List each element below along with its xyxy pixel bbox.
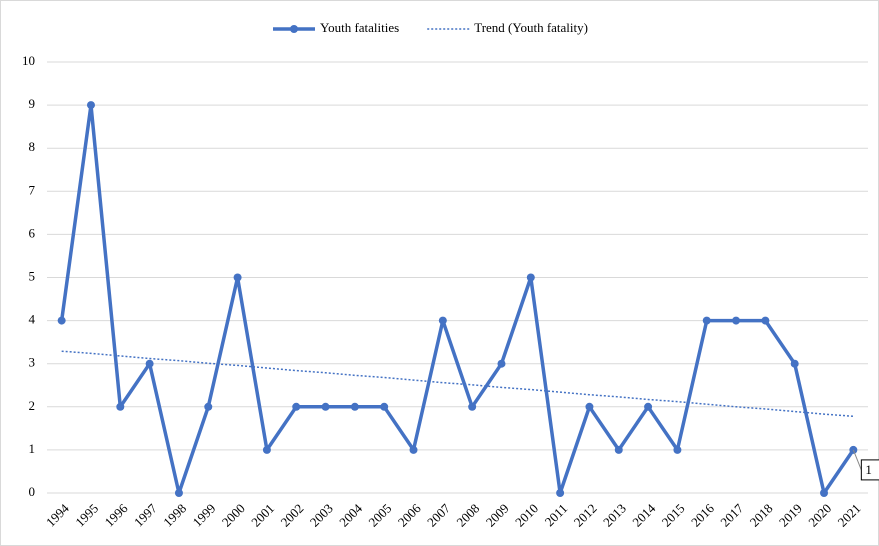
- point: [321, 402, 330, 411]
- point: [673, 445, 682, 454]
- series-line: [61, 350, 854, 418]
- point: [761, 316, 770, 325]
- series-line: [59, 103, 855, 495]
- legend-label: Youth fatalities: [320, 20, 399, 35]
- data-label-box: [860, 459, 879, 481]
- point: [174, 489, 183, 497]
- point: [732, 316, 741, 325]
- point: [409, 445, 418, 454]
- point: [262, 445, 271, 454]
- point: [702, 316, 711, 325]
- point: [790, 359, 799, 368]
- point: [556, 489, 565, 497]
- point: [585, 402, 594, 411]
- point: [57, 316, 66, 325]
- label-leader: [852, 449, 862, 471]
- y-tick-label: 4: [29, 312, 36, 327]
- legend-marker: [290, 25, 298, 33]
- legend-label: Trend (Youth fatality): [474, 20, 588, 35]
- point: [116, 402, 125, 411]
- point: [204, 402, 213, 411]
- point: [233, 273, 242, 282]
- point: [614, 445, 623, 454]
- y-tick-label: 6: [29, 225, 36, 240]
- y-tick-label: 3: [29, 355, 36, 370]
- point: [644, 402, 653, 411]
- y-tick-label: 10: [22, 53, 35, 68]
- point: [145, 359, 154, 368]
- point: [497, 359, 506, 368]
- y-tick-label: 7: [29, 182, 36, 197]
- point: [438, 316, 447, 325]
- y-tick-label: 0: [29, 484, 36, 499]
- y-tick-label: 8: [29, 139, 36, 154]
- point: [86, 101, 95, 110]
- point: [292, 402, 301, 411]
- point: [468, 402, 477, 411]
- y-tick-label: 1: [29, 441, 36, 456]
- y-tick-label: 2: [29, 398, 36, 413]
- y-tick-label: 5: [29, 268, 36, 283]
- data-label: 1: [865, 462, 872, 477]
- y-tick-label: 9: [29, 96, 36, 111]
- point: [350, 402, 359, 411]
- point: [526, 273, 535, 282]
- point: [380, 402, 389, 411]
- point: [820, 489, 829, 497]
